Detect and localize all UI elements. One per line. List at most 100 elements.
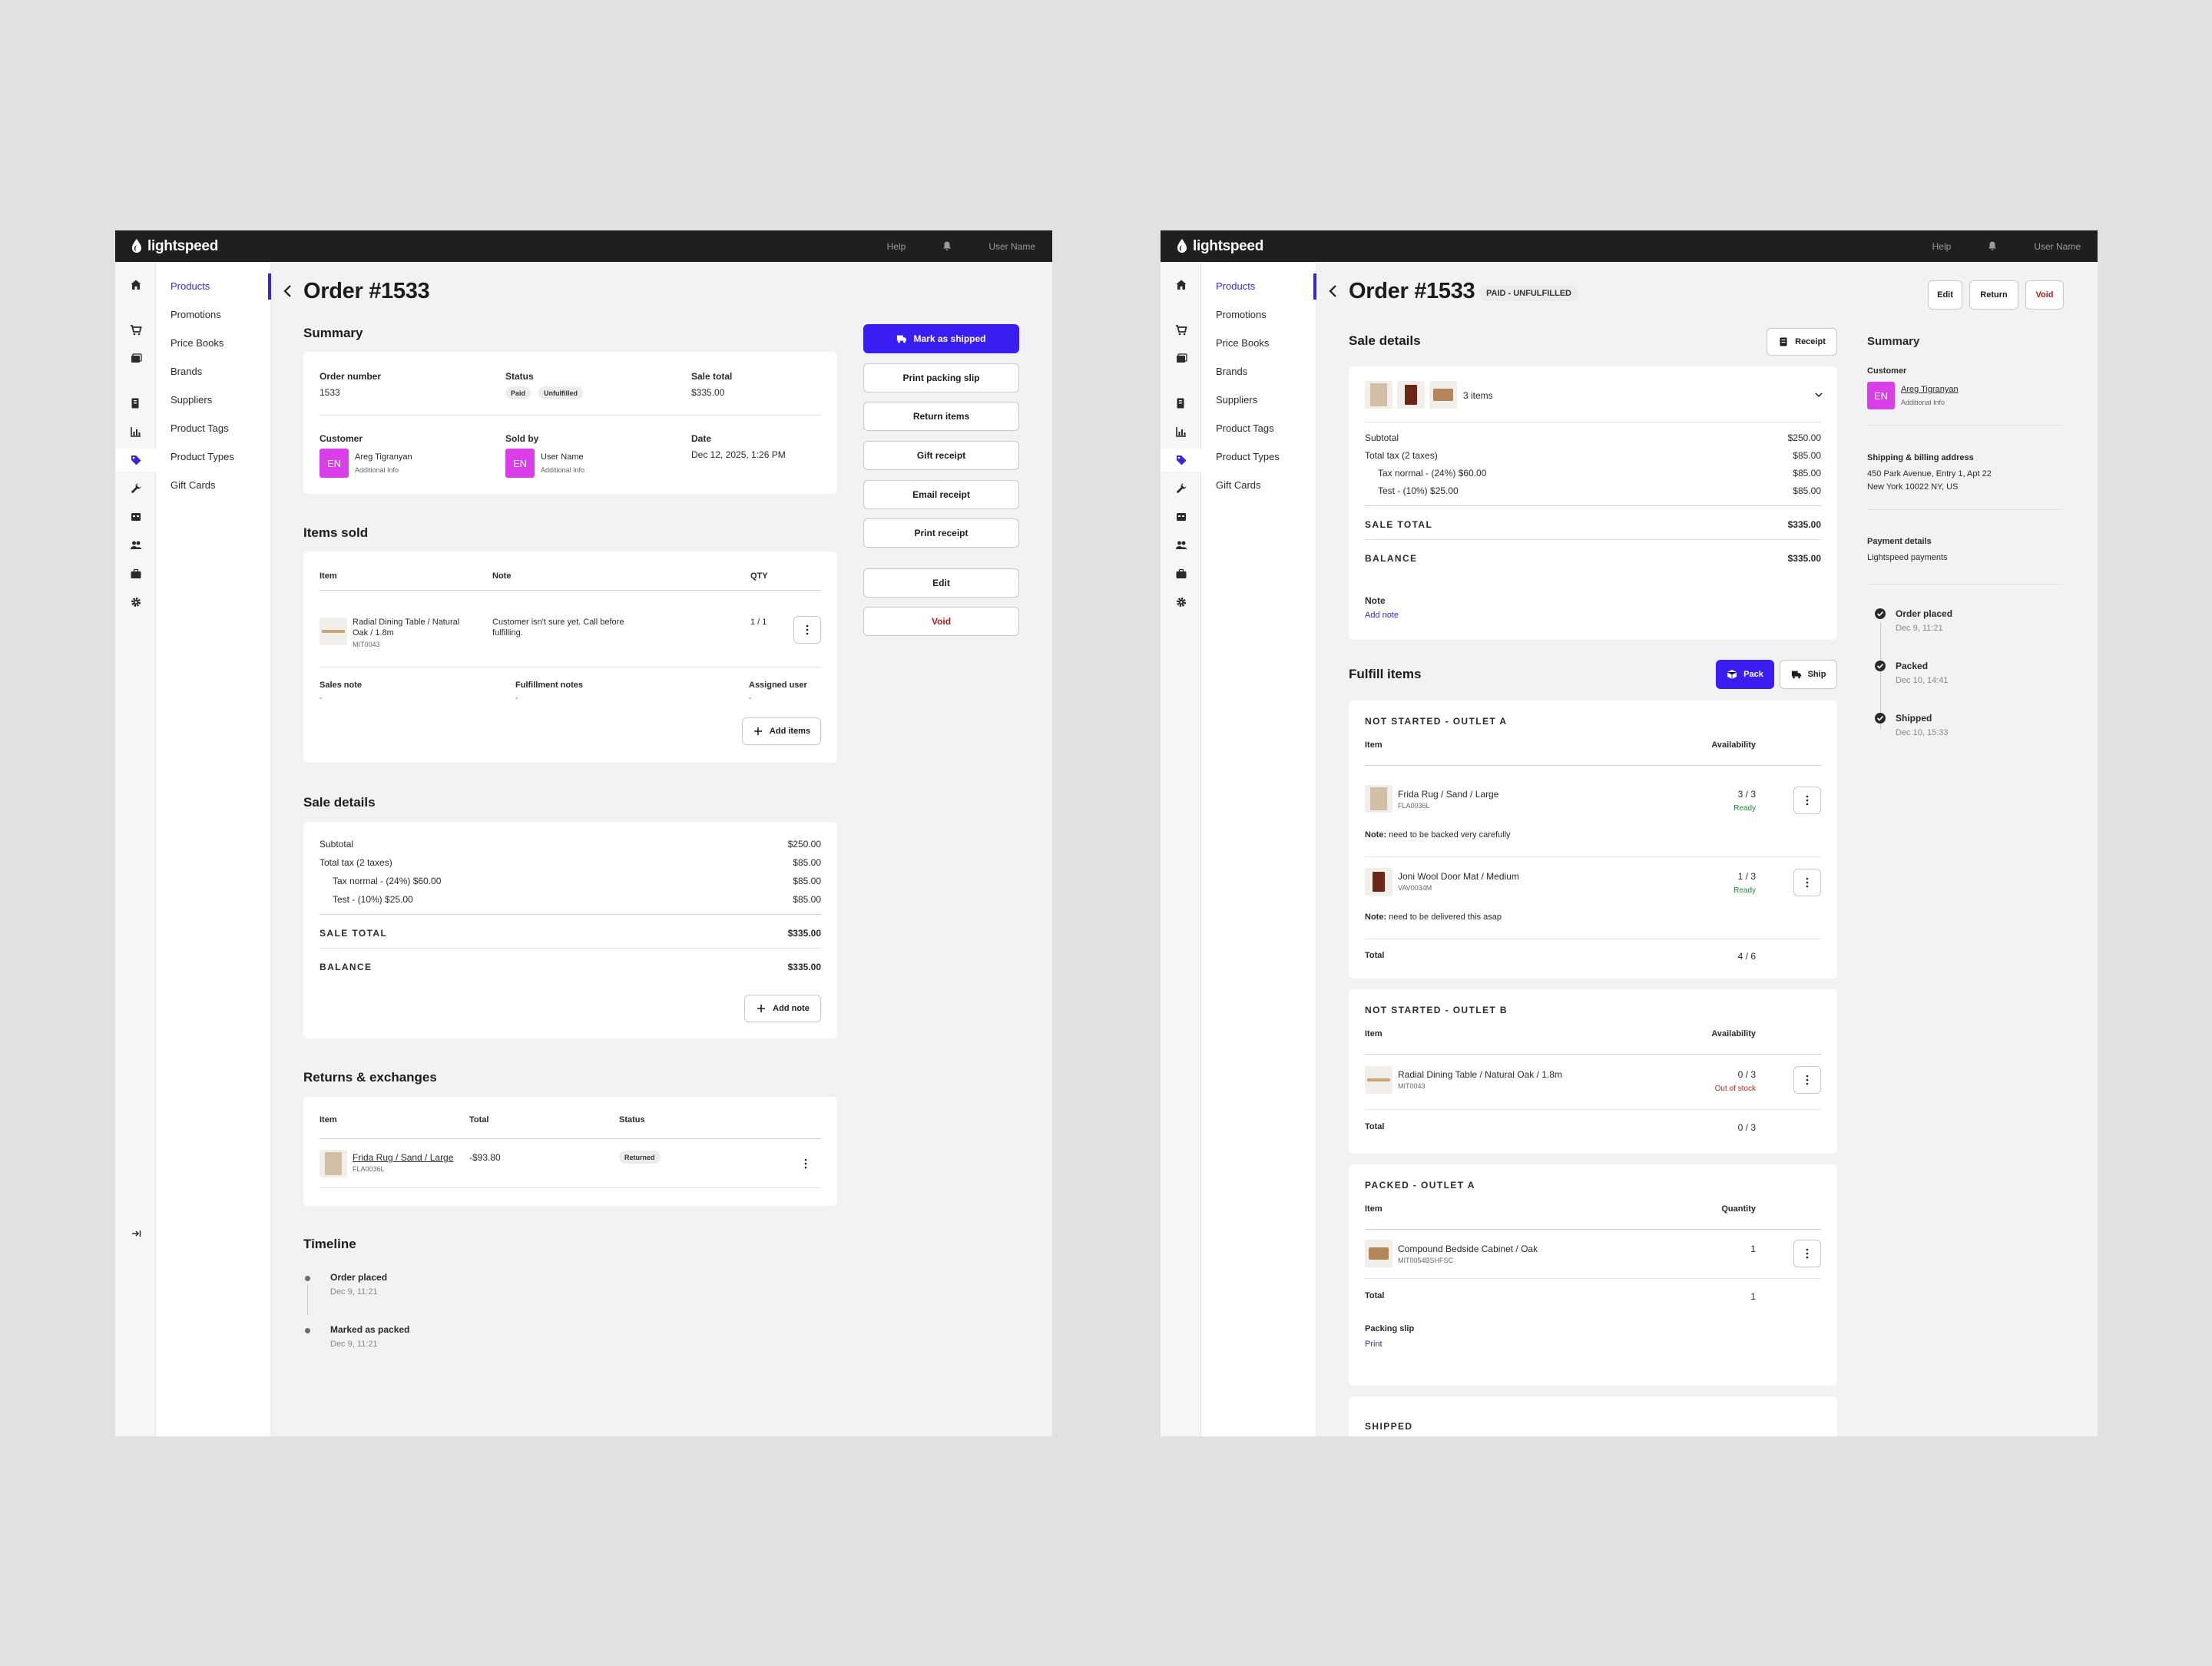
wrench-icon[interactable] (115, 477, 156, 500)
brand-name: lightspeed (147, 237, 219, 254)
items-count: 3 items (1463, 390, 1493, 401)
timeline-event-label: Packed (1896, 661, 1929, 671)
edit-button[interactable]: Edit (1928, 280, 1962, 310)
home-icon[interactable] (1161, 273, 1201, 296)
item-sku: FLA0036L (1398, 802, 1430, 810)
void-button[interactable]: Void (863, 607, 1019, 636)
customers-icon[interactable] (115, 534, 156, 557)
brand-logo[interactable]: lightspeed (1176, 230, 1263, 262)
item-more-button[interactable] (1793, 1240, 1821, 1267)
brand-logo[interactable]: lightspeed (131, 230, 218, 262)
subnav-item-promotions[interactable]: Promotions (171, 309, 221, 320)
add-note-link[interactable]: Add note (1365, 611, 1399, 620)
add-items-button[interactable]: Add items (742, 717, 821, 745)
collapse-icon[interactable] (115, 1222, 156, 1245)
bell-icon[interactable] (1988, 241, 1997, 251)
page-title: Order #1533 (1349, 279, 1475, 303)
shipped-card: SHIPPED (1349, 1396, 1837, 1436)
subnav-item-gift-cards[interactable]: Gift Cards (1216, 479, 1261, 491)
subnav-item-gift-cards[interactable]: Gift Cards (171, 479, 216, 491)
bell-icon[interactable] (942, 241, 952, 251)
product-thumbnail (1365, 1066, 1392, 1094)
print-packing-slip-button[interactable]: Print packing slip (863, 363, 1019, 392)
customer-name[interactable]: Areg Tigranyan (355, 452, 412, 462)
subnav-item-product-types[interactable]: Product Types (171, 451, 234, 462)
item-more-button[interactable] (1793, 869, 1821, 896)
outlet-b-title: NOT STARTED - OUTLET B (1365, 1005, 1508, 1015)
return-items-button[interactable]: Return items (863, 402, 1019, 431)
subnav-item-products[interactable]: Products (1216, 280, 1256, 292)
ecommerce-icon[interactable] (115, 505, 156, 528)
chevron-down-icon[interactable] (1815, 392, 1823, 398)
add-note-button[interactable]: Add note (744, 995, 821, 1022)
reports-icon[interactable] (115, 392, 156, 415)
status-badge: PAID - UNFULFILLED (1479, 286, 1579, 301)
box-icon (1727, 670, 1737, 679)
cart-icon[interactable] (1161, 319, 1201, 342)
edit-button[interactable]: Edit (863, 568, 1019, 598)
return-button[interactable]: Return (1969, 280, 2018, 310)
subnav-item-product-tags[interactable]: Product Tags (171, 422, 229, 434)
subnav-item-price-books[interactable]: Price Books (171, 337, 224, 349)
subnav-item-suppliers[interactable]: Suppliers (171, 394, 213, 406)
kebab-icon[interactable] (804, 1158, 807, 1169)
subnav-item-products[interactable]: Products (171, 280, 210, 292)
briefcase-icon[interactable] (1161, 562, 1201, 585)
item-note: Note: need to be backed very carefully (1365, 830, 1511, 840)
user-menu[interactable]: User Name (988, 240, 1035, 252)
customer-avatar: EN (320, 449, 349, 478)
subnav-item-brands[interactable]: Brands (171, 366, 203, 377)
analytics-icon[interactable] (1161, 420, 1201, 443)
gift-receipt-button[interactable]: Gift receipt (863, 441, 1019, 470)
total-tax-label: Total tax (2 taxes) (1365, 450, 1438, 461)
date-value: Dec 12, 2025, 1:26 PM (691, 449, 786, 460)
mark-as-shipped-button[interactable]: Mark as shipped (863, 324, 1019, 353)
fulfillment-notes-label: Fulfillment notes (515, 681, 583, 690)
item-more-button[interactable] (1793, 1066, 1821, 1094)
home-icon[interactable] (115, 273, 156, 296)
tag-icon[interactable] (115, 449, 156, 472)
reports-icon[interactable] (1161, 392, 1201, 415)
customers-icon[interactable] (1161, 534, 1201, 557)
analytics-icon[interactable] (115, 420, 156, 443)
back-arrow-icon[interactable] (283, 283, 293, 300)
divider (1365, 856, 1821, 857)
returned-item-name[interactable]: Frida Rug / Sand / Large (353, 1152, 454, 1163)
item-more-button[interactable] (793, 616, 821, 644)
gear-icon[interactable] (1161, 591, 1201, 614)
pack-label: Pack (1743, 670, 1763, 679)
print-receipt-button[interactable]: Print receipt (863, 518, 1019, 548)
subnav-item-product-types[interactable]: Product Types (1216, 451, 1280, 462)
summary-title: Summary (303, 326, 363, 340)
subtotal-label: Subtotal (320, 839, 354, 850)
subnav-item-product-tags[interactable]: Product Tags (1216, 422, 1274, 434)
help-link[interactable]: Help (1932, 240, 1952, 252)
cart-icon[interactable] (115, 319, 156, 342)
user-menu[interactable]: User Name (2034, 240, 2081, 252)
item-more-button[interactable] (1793, 787, 1821, 814)
subnav-item-brands[interactable]: Brands (1216, 366, 1248, 377)
subnav-item-promotions[interactable]: Promotions (1216, 309, 1267, 320)
void-button[interactable]: Void (2025, 280, 2064, 310)
print-packing-slip-link[interactable]: Print (1365, 1340, 1382, 1349)
address-line1: 450 Park Avenue, Entry 1, Apt 22 (1867, 469, 1992, 479)
help-link[interactable]: Help (886, 240, 906, 252)
sale-details-card: Subtotal $250.00 Total tax (2 taxes) $85… (303, 822, 837, 1038)
pack-button[interactable]: Pack (1716, 660, 1774, 689)
receipt-button[interactable]: Receipt (1767, 328, 1837, 356)
check-circle-icon (1875, 713, 1886, 724)
subnav-item-price-books[interactable]: Price Books (1216, 337, 1270, 349)
ship-button[interactable]: Ship (1780, 660, 1837, 689)
divider (1365, 765, 1821, 766)
back-arrow-icon[interactable] (1328, 283, 1339, 300)
subnav-item-suppliers[interactable]: Suppliers (1216, 394, 1258, 406)
register-icon[interactable] (115, 347, 156, 370)
tag-icon[interactable] (1161, 449, 1201, 472)
customer-name[interactable]: Areg Tigranyan (1901, 385, 1959, 394)
register-icon[interactable] (1161, 347, 1201, 370)
gear-icon[interactable] (115, 591, 156, 614)
ecommerce-icon[interactable] (1161, 505, 1201, 528)
briefcase-icon[interactable] (115, 562, 156, 585)
wrench-icon[interactable] (1161, 477, 1201, 500)
email-receipt-button[interactable]: Email receipt (863, 480, 1019, 509)
